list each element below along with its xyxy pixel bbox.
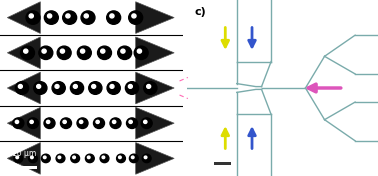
Circle shape xyxy=(52,82,65,94)
Circle shape xyxy=(147,84,151,88)
Polygon shape xyxy=(136,72,174,104)
Circle shape xyxy=(107,82,120,94)
Circle shape xyxy=(132,156,134,159)
Polygon shape xyxy=(136,37,174,69)
Circle shape xyxy=(19,84,22,88)
Circle shape xyxy=(110,14,114,18)
Circle shape xyxy=(79,120,83,124)
Bar xyxy=(214,162,231,165)
Circle shape xyxy=(26,11,40,24)
Circle shape xyxy=(129,11,143,24)
Circle shape xyxy=(73,84,77,88)
Circle shape xyxy=(85,154,94,163)
Polygon shape xyxy=(7,107,40,139)
Circle shape xyxy=(39,46,53,59)
Polygon shape xyxy=(7,37,40,69)
Circle shape xyxy=(134,46,148,59)
Circle shape xyxy=(56,154,65,163)
Circle shape xyxy=(73,156,75,159)
Circle shape xyxy=(63,11,77,24)
Circle shape xyxy=(15,82,29,94)
Circle shape xyxy=(129,120,132,124)
Circle shape xyxy=(66,14,70,18)
Circle shape xyxy=(87,156,90,159)
Circle shape xyxy=(43,156,46,159)
Circle shape xyxy=(15,120,19,124)
Circle shape xyxy=(102,156,105,159)
Polygon shape xyxy=(136,107,174,139)
Circle shape xyxy=(144,82,157,94)
Circle shape xyxy=(42,49,46,53)
Circle shape xyxy=(31,156,33,159)
Circle shape xyxy=(110,84,114,88)
Text: c): c) xyxy=(195,7,206,17)
Circle shape xyxy=(44,11,58,24)
Circle shape xyxy=(100,154,109,163)
Circle shape xyxy=(20,46,34,59)
Circle shape xyxy=(121,49,125,53)
Text: 10 μm: 10 μm xyxy=(12,149,36,158)
Circle shape xyxy=(116,154,125,163)
Circle shape xyxy=(98,46,112,59)
Circle shape xyxy=(63,120,66,124)
Circle shape xyxy=(84,14,88,18)
Polygon shape xyxy=(7,72,40,104)
Circle shape xyxy=(81,11,95,24)
Circle shape xyxy=(81,49,85,53)
Circle shape xyxy=(46,120,50,124)
Circle shape xyxy=(28,118,39,128)
Circle shape xyxy=(144,156,147,159)
Circle shape xyxy=(110,118,121,128)
Text: 20 μm: 20 μm xyxy=(211,150,234,156)
Circle shape xyxy=(16,156,19,159)
Circle shape xyxy=(107,11,121,24)
Circle shape xyxy=(141,118,152,128)
Polygon shape xyxy=(7,2,40,33)
Circle shape xyxy=(30,120,33,124)
Circle shape xyxy=(42,154,50,163)
Circle shape xyxy=(125,82,139,94)
Circle shape xyxy=(29,154,37,163)
Circle shape xyxy=(93,118,104,128)
Circle shape xyxy=(70,82,84,94)
Circle shape xyxy=(142,154,151,163)
Circle shape xyxy=(44,118,55,128)
Circle shape xyxy=(144,120,147,124)
Circle shape xyxy=(101,49,105,53)
Circle shape xyxy=(34,82,47,94)
Circle shape xyxy=(48,14,52,18)
Circle shape xyxy=(129,154,138,163)
Circle shape xyxy=(14,154,23,163)
Circle shape xyxy=(137,49,141,53)
Circle shape xyxy=(77,46,91,59)
Circle shape xyxy=(96,120,99,124)
Circle shape xyxy=(77,118,88,128)
Circle shape xyxy=(89,82,102,94)
Circle shape xyxy=(60,118,71,128)
Circle shape xyxy=(37,84,41,88)
Circle shape xyxy=(29,14,33,18)
Circle shape xyxy=(55,84,59,88)
Circle shape xyxy=(129,84,132,88)
Circle shape xyxy=(92,84,96,88)
Circle shape xyxy=(60,49,65,53)
Circle shape xyxy=(58,156,61,159)
Circle shape xyxy=(118,46,132,59)
Circle shape xyxy=(127,118,138,128)
Circle shape xyxy=(113,120,116,124)
Circle shape xyxy=(71,154,79,163)
Polygon shape xyxy=(136,2,174,33)
Circle shape xyxy=(13,118,24,128)
Polygon shape xyxy=(136,143,174,174)
Bar xyxy=(13,166,37,169)
Circle shape xyxy=(119,156,121,159)
Circle shape xyxy=(57,46,71,59)
Circle shape xyxy=(132,14,136,18)
Polygon shape xyxy=(7,143,40,174)
Circle shape xyxy=(24,49,28,53)
